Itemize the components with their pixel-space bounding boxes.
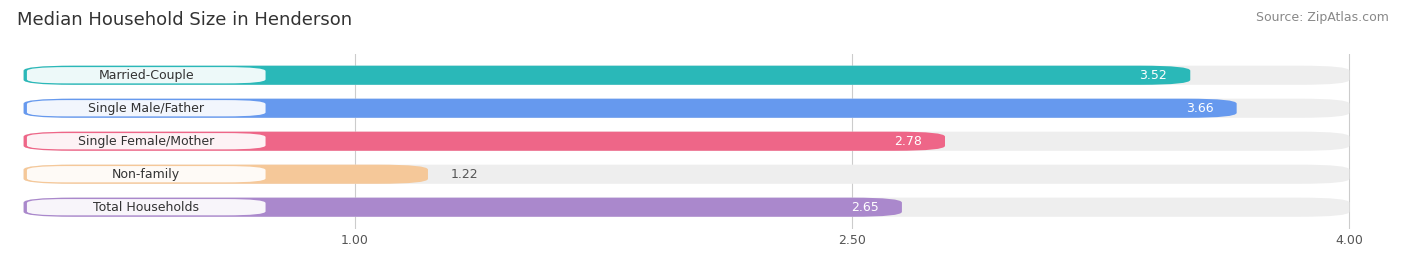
FancyBboxPatch shape	[24, 165, 427, 184]
FancyBboxPatch shape	[27, 67, 266, 83]
Text: 3.52: 3.52	[1139, 69, 1167, 82]
Text: 1.22: 1.22	[451, 168, 479, 181]
Text: Non-family: Non-family	[112, 168, 180, 181]
Text: 2.65: 2.65	[851, 201, 879, 214]
FancyBboxPatch shape	[24, 66, 1191, 85]
Text: 2.78: 2.78	[894, 135, 922, 148]
FancyBboxPatch shape	[27, 199, 266, 215]
Text: Single Female/Mother: Single Female/Mother	[79, 135, 214, 148]
FancyBboxPatch shape	[27, 100, 266, 116]
Text: Married-Couple: Married-Couple	[98, 69, 194, 82]
Text: Total Households: Total Households	[93, 201, 200, 214]
FancyBboxPatch shape	[27, 133, 266, 149]
FancyBboxPatch shape	[24, 99, 1350, 118]
FancyBboxPatch shape	[24, 198, 901, 217]
FancyBboxPatch shape	[27, 166, 266, 182]
FancyBboxPatch shape	[24, 132, 1350, 151]
FancyBboxPatch shape	[24, 66, 1350, 85]
Text: Single Male/Father: Single Male/Father	[89, 102, 204, 115]
Text: 3.66: 3.66	[1185, 102, 1213, 115]
FancyBboxPatch shape	[24, 198, 1350, 217]
FancyBboxPatch shape	[24, 132, 945, 151]
Text: Median Household Size in Henderson: Median Household Size in Henderson	[17, 11, 352, 29]
Text: Source: ZipAtlas.com: Source: ZipAtlas.com	[1256, 11, 1389, 24]
FancyBboxPatch shape	[24, 165, 1350, 184]
FancyBboxPatch shape	[24, 99, 1237, 118]
